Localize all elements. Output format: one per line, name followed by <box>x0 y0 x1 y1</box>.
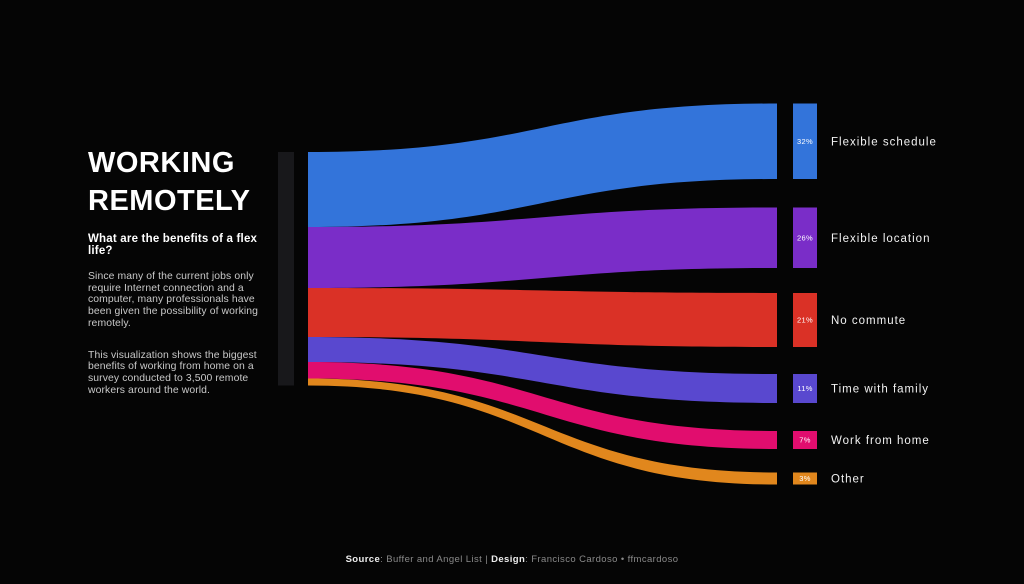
node-bar-time-with-family <box>793 374 817 403</box>
source-text: : Buffer and Angel List | <box>380 554 492 565</box>
design-label: Design <box>491 554 526 565</box>
node-pct-work-from-home: 7% <box>799 436 810 445</box>
node-pct-flexible-location: 26% <box>797 233 813 242</box>
intro-panel: WORKING REMOTELY What are the benefits o… <box>88 144 268 396</box>
source-node-bar <box>278 152 294 386</box>
sankey-flow-other <box>308 378 777 485</box>
intro-paragraph-1: Since many of the current jobs only requ… <box>88 271 259 329</box>
node-pct-no-commute: 21% <box>797 316 813 325</box>
subtitle-question: What are the benefits of a flex life? <box>88 233 258 257</box>
node-bar-other <box>793 472 817 485</box>
node-bar-work-from-home <box>793 431 817 449</box>
sankey-flow-time-with-family <box>308 337 777 403</box>
sankey-flow-flexible-location <box>308 207 777 288</box>
footer-credits: Source: Buffer and Angel List | Design: … <box>0 554 1024 565</box>
sankey-flow-work-from-home <box>308 362 777 449</box>
source-label: Source <box>345 554 381 565</box>
node-bar-flexible-location <box>793 207 817 268</box>
node-label-flexible-schedule: Flexible schedule <box>831 136 937 148</box>
node-label-flexible-location: Flexible location <box>831 233 930 245</box>
node-label-other: Other <box>831 474 865 486</box>
intro-paragraph-2: This visualization shows the biggest ben… <box>88 349 257 396</box>
node-pct-time-with-family: 11% <box>797 384 812 393</box>
sankey-flow-flexible-schedule <box>308 103 777 227</box>
node-bar-no-commute <box>793 293 817 347</box>
page-title: WORKING REMOTELY <box>88 147 251 217</box>
node-label-no-commute: No commute <box>831 315 906 327</box>
node-pct-flexible-schedule: 32% <box>797 137 813 146</box>
design-text: : Francisco Cardoso • ffmcardoso <box>525 554 679 565</box>
node-label-work-from-home: Work from home <box>831 435 930 447</box>
node-label-time-with-family: Time with family <box>831 384 929 396</box>
node-bar-flexible-schedule <box>793 103 817 179</box>
sankey-flow-no-commute <box>308 288 777 347</box>
node-pct-other: 3% <box>799 474 810 483</box>
